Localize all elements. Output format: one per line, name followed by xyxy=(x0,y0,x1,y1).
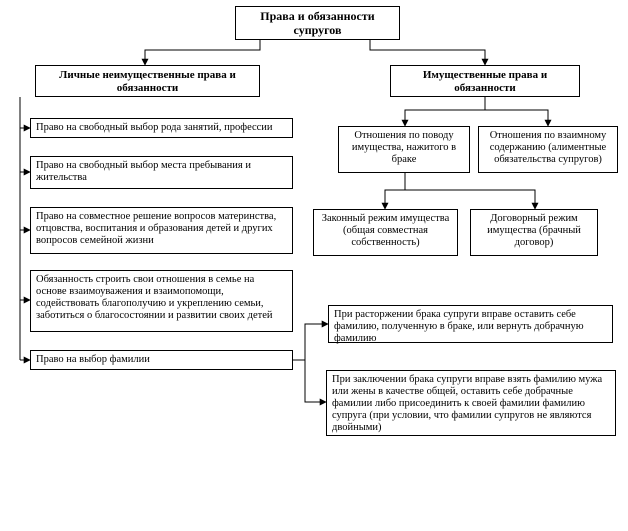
property-item-0-label: Отношения по поводу имущества, нажитого … xyxy=(352,130,456,165)
edge-rh_split_r xyxy=(485,97,548,126)
property-item-1: Отношения по взаимному содержанию (алиме… xyxy=(478,126,618,173)
header-property-label: Имущественные права и обязанности xyxy=(423,69,547,94)
edge-surname_to_note1 xyxy=(293,324,328,360)
property-item-0: Отношения по поводу имущества, нажитого … xyxy=(338,126,470,173)
diagram-stage: Права и обязанности супругов Личные неиму… xyxy=(0,0,628,531)
personal-item-3: Обязанность строить свои отношения в сем… xyxy=(30,270,293,332)
regime-item-0: Законный режим имущества (общая совместн… xyxy=(313,209,458,256)
personal-item-4: Право на выбор фамилии xyxy=(30,350,293,370)
surname-note-1: При заключении брака супруги вправе взят… xyxy=(326,370,616,436)
personal-item-0: Право на свободный выбор рода занятий, п… xyxy=(30,118,293,138)
root-node: Права и обязанности супругов xyxy=(235,6,400,40)
edge-rh_split_l xyxy=(405,97,485,126)
surname-note-0-label: При расторжении брака супруги вправе ост… xyxy=(334,309,584,344)
edge-root_left xyxy=(145,40,260,65)
surname-note-1-label: При заключении брака супруги вправе взят… xyxy=(332,374,602,433)
edge-root_right xyxy=(370,40,485,65)
edge-prop_to_reg_l xyxy=(385,173,405,209)
header-personal-label: Личные неимущественные права и обязаннос… xyxy=(59,69,236,94)
root-node-label: Права и обязанности супругов xyxy=(260,9,374,37)
personal-item-0-label: Право на свободный выбор рода занятий, п… xyxy=(36,122,273,133)
surname-note-0: При расторжении брака супруги вправе ост… xyxy=(328,305,613,343)
personal-item-1: Право на свободный выбор места пребывани… xyxy=(30,156,293,189)
regime-item-1-label: Договорный режим имущества (брачный дого… xyxy=(487,213,581,248)
personal-item-2: Право на совместное решение вопросов мат… xyxy=(30,207,293,254)
personal-item-3-label: Обязанность строить свои отношения в сем… xyxy=(36,274,273,321)
regime-item-1: Договорный режим имущества (брачный дого… xyxy=(470,209,598,256)
header-personal: Личные неимущественные права и обязаннос… xyxy=(35,65,260,97)
property-item-1-label: Отношения по взаимному содержанию (алиме… xyxy=(490,130,607,165)
personal-item-1-label: Право на свободный выбор места пребывани… xyxy=(36,160,251,183)
edge-prop_to_reg_r xyxy=(405,173,535,209)
regime-item-0-label: Законный режим имущества (общая совместн… xyxy=(322,213,450,248)
edge-surname_to_note2 xyxy=(293,360,326,402)
header-property: Имущественные права и обязанности xyxy=(390,65,580,97)
personal-item-4-label: Право на выбор фамилии xyxy=(36,354,150,365)
personal-item-2-label: Право на совместное решение вопросов мат… xyxy=(36,211,276,246)
